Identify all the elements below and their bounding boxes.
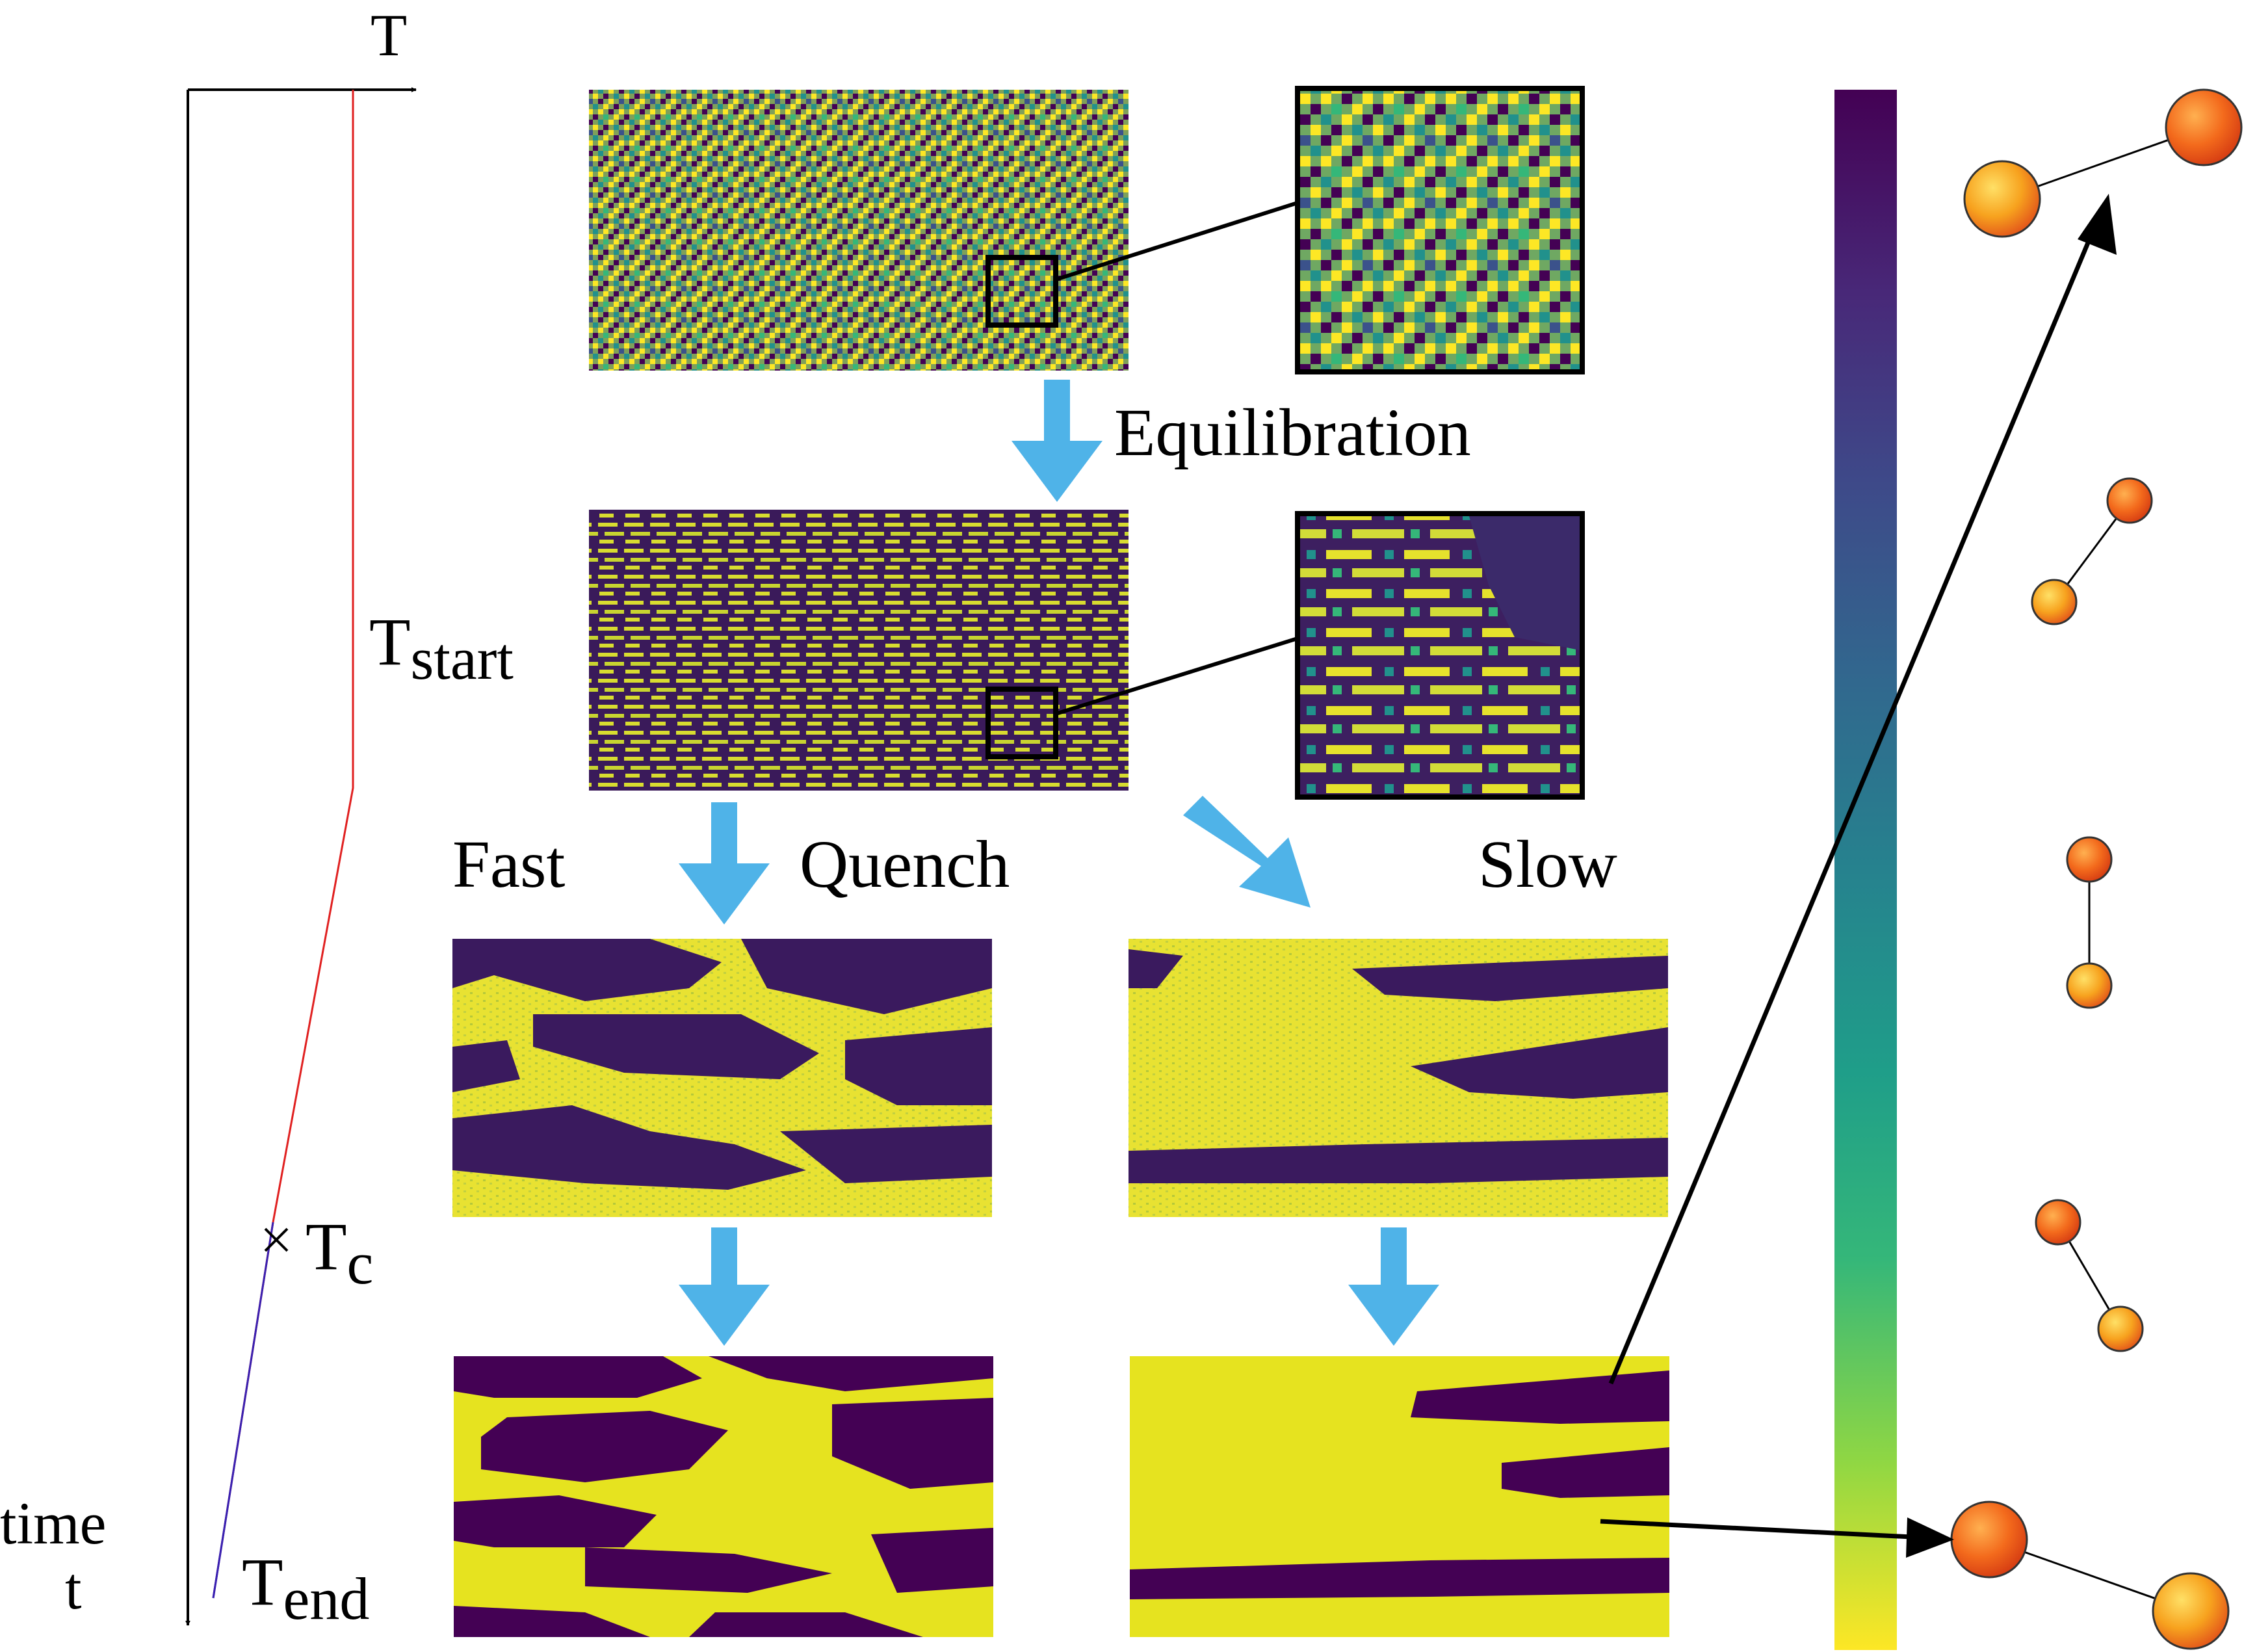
zoom-box-equilibrated — [985, 687, 1058, 759]
t-end-label: Tend — [242, 1545, 369, 1632]
axes: T time t — [0, 2, 417, 1626]
spin-dimer-diagonal-down — [2035, 1199, 2144, 1352]
time-axis-label-line1: time — [0, 1490, 107, 1556]
temperature-curve-hot — [272, 90, 354, 1223]
step-labels: Equilibration Fast Quench Slow — [452, 395, 1617, 902]
t-start-label: Tstart — [369, 605, 514, 692]
quench-label: Quench — [800, 827, 1010, 902]
spin-dimer-vertical — [2066, 836, 2113, 1009]
slow-quench-intermediate — [1129, 939, 1668, 1217]
zoom-panel-initial — [1295, 86, 1585, 374]
fast-quench-arrow — [679, 802, 770, 924]
equilibration-arrow — [1011, 380, 1102, 502]
spin-dimer-horizontal-up — [1963, 88, 2243, 238]
viridis-colorbar — [1834, 90, 1897, 1650]
fast-label: Fast — [452, 827, 565, 902]
fast-quench-intermediate — [452, 939, 992, 1217]
fast-quench-final — [454, 1356, 993, 1637]
equilibration-label: Equilibration — [1114, 395, 1471, 470]
spin-dimer-diagonal — [2031, 477, 2153, 625]
equilibrated-configuration — [589, 510, 1585, 800]
temperature-protocol — [212, 90, 354, 1599]
slow-final-arrow — [1348, 1227, 1439, 1346]
zoom-connector-initial — [1055, 201, 1298, 282]
t-c-label: Tc — [306, 1209, 373, 1296]
slow-quench-final — [1130, 1356, 1669, 1637]
domain-to-spin-arrows — [1600, 194, 2117, 1558]
zoom-box-initial — [985, 255, 1058, 328]
temperature-axis-label: T — [371, 2, 407, 68]
spin-orientation-column — [1950, 88, 2243, 1650]
spin-dimer-horizontal-down — [1950, 1501, 2230, 1650]
zoom-connector-equilibrated — [1055, 636, 1298, 716]
slow-label: Slow — [1478, 827, 1617, 902]
time-axis-label-line2: t — [65, 1555, 82, 1621]
initial-configuration — [589, 86, 1585, 374]
fast-final-arrow — [679, 1227, 770, 1346]
slow-quench-arrow — [1183, 796, 1311, 908]
level-labels: Tstart Tc Tend — [242, 605, 514, 1632]
process-arrows — [679, 380, 1439, 1346]
dark-domain-arrow — [1608, 204, 2106, 1385]
tc-cross-marker — [264, 1227, 289, 1252]
yellow-domain-arrow — [1600, 1519, 1912, 1540]
